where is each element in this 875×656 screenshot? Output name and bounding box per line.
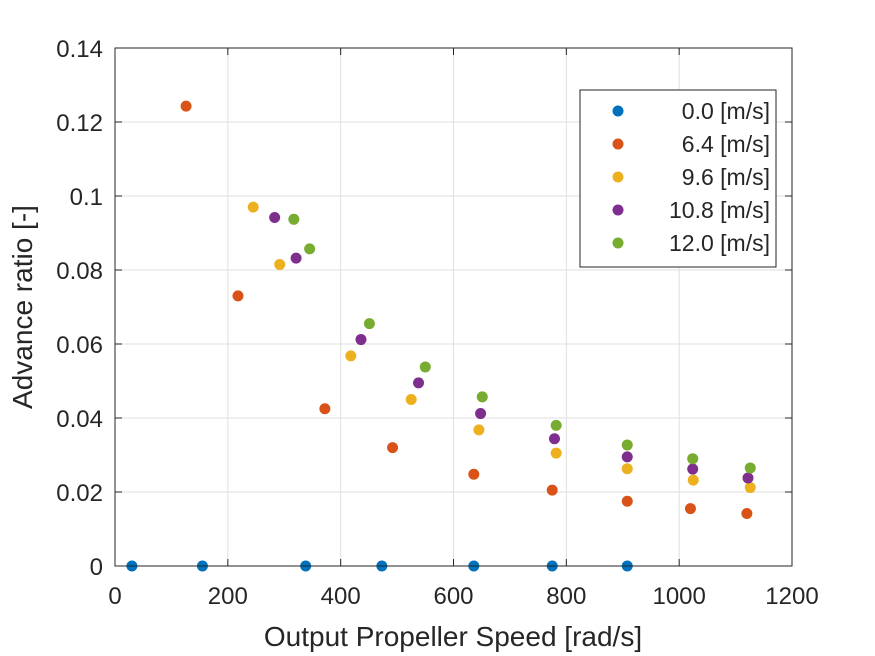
data-point <box>288 213 300 225</box>
data-point <box>550 447 562 459</box>
data-point <box>413 377 425 389</box>
series-2 <box>247 201 756 494</box>
data-point <box>476 391 488 403</box>
data-point <box>687 474 699 486</box>
x-tick-label: 400 <box>321 583 361 610</box>
legend: 0.0 [m/s] 6.4 [m/s] 9.6 [m/s] 10.8 [m/s] 12.… <box>579 89 777 268</box>
series-3 <box>269 211 754 484</box>
data-point <box>741 507 753 519</box>
legend-marker <box>612 204 624 216</box>
data-point <box>232 290 244 302</box>
data-point <box>546 484 558 496</box>
data-point <box>274 258 286 270</box>
data-point <box>269 211 281 223</box>
data-point <box>744 482 756 494</box>
y-tick-label: 0.06 <box>56 332 103 359</box>
data-point <box>247 201 259 213</box>
legend-marker <box>612 105 624 117</box>
data-point <box>742 472 754 484</box>
y-tick-label: 0.12 <box>56 110 103 137</box>
data-point <box>473 424 485 436</box>
data-point <box>475 408 487 420</box>
data-point <box>744 462 756 474</box>
y-tick-label: 0.02 <box>56 480 103 507</box>
legend-marker <box>612 237 624 249</box>
x-tick-label: 200 <box>208 583 248 610</box>
legend-marker <box>612 138 624 150</box>
x-tick-label: 800 <box>546 583 586 610</box>
data-point <box>363 318 375 330</box>
y-tick-label: 0.14 <box>56 36 103 63</box>
series-4 <box>288 213 756 474</box>
data-point <box>621 439 633 451</box>
y-tick-label: 0 <box>90 554 103 581</box>
legend-marker <box>612 171 624 183</box>
data-point <box>621 495 633 507</box>
data-point <box>684 503 696 515</box>
data-point <box>550 419 562 431</box>
data-point <box>621 451 633 463</box>
data-point <box>345 350 357 362</box>
data-point <box>687 463 699 475</box>
y-axis-label: Advance ratio [-] <box>7 205 38 409</box>
x-tick-label: 1000 <box>652 583 705 610</box>
data-point <box>405 394 417 405</box>
x-tick-label: 600 <box>433 583 473 610</box>
data-point <box>419 361 431 373</box>
data-point <box>355 334 367 346</box>
legend-box <box>579 89 777 268</box>
data-point <box>687 453 699 465</box>
y-tick-label: 0.08 <box>56 258 103 285</box>
legend-label: 9.6 [m/s] <box>682 164 770 190</box>
legend-label: 6.4 [m/s] <box>682 131 770 157</box>
series-1 <box>180 100 753 519</box>
data-point <box>180 100 192 112</box>
legend-label: 12.0 [m/s] <box>669 230 770 256</box>
x-tick-label: 0 <box>108 583 121 610</box>
x-axis-label: Output Propeller Speed [rad/s] <box>264 621 642 652</box>
legend-label: 10.8 [m/s] <box>669 197 770 223</box>
x-tick-label: 1200 <box>765 583 818 610</box>
data-point <box>290 252 302 264</box>
y-tick-label: 0.1 <box>70 184 103 211</box>
data-point <box>387 442 399 454</box>
data-point <box>548 433 560 445</box>
data-point <box>468 468 480 480</box>
data-point <box>621 463 633 475</box>
legend-label: 0.0 [m/s] <box>682 98 770 124</box>
data-point <box>304 243 316 255</box>
y-tick-label: 0.04 <box>56 406 103 433</box>
axis-ticks: 0 200 400 600 800 1000 1200 0 0.02 0.04 0.06 0.08 0.… <box>56 36 818 610</box>
data-point <box>319 403 331 415</box>
